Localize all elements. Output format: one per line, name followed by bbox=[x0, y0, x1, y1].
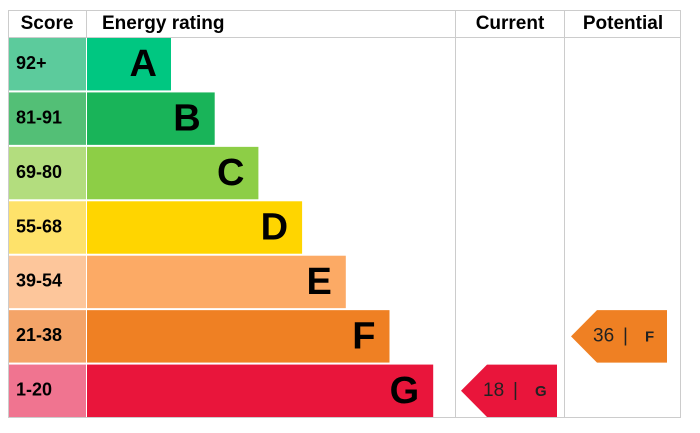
score-cell bbox=[9, 255, 86, 309]
rating-letter: D bbox=[261, 207, 288, 249]
score-label: 1-20 bbox=[16, 380, 52, 400]
current-score: 18 bbox=[483, 380, 504, 401]
rating-bar bbox=[87, 201, 303, 254]
score-label: 81-91 bbox=[16, 107, 62, 127]
rating-letter: C bbox=[217, 152, 244, 194]
rating-letter: B bbox=[173, 98, 200, 140]
score-cell bbox=[9, 146, 86, 200]
rating-bar bbox=[87, 364, 434, 417]
score-label: 92+ bbox=[16, 53, 47, 73]
score-label: 21-38 bbox=[16, 325, 62, 345]
rating-bar bbox=[87, 92, 215, 145]
rating-bar bbox=[87, 255, 346, 309]
rating-bar bbox=[87, 310, 390, 363]
rating-bar bbox=[87, 38, 171, 91]
potential-arrow bbox=[571, 310, 667, 363]
rating-letter: G bbox=[390, 370, 420, 412]
score-cell bbox=[9, 92, 86, 145]
rating-letter: F bbox=[352, 315, 375, 357]
score-cell bbox=[9, 364, 86, 417]
score-cell bbox=[9, 38, 86, 91]
header: Potential bbox=[583, 13, 663, 34]
current-arrow bbox=[461, 364, 557, 417]
header: Current bbox=[476, 13, 545, 34]
frame bbox=[8, 10, 681, 418]
potential-sep: | bbox=[623, 325, 628, 346]
rating-bar bbox=[87, 146, 259, 200]
rating-letter: A bbox=[130, 43, 157, 85]
score-label: 55-68 bbox=[16, 216, 62, 236]
rating-letter: E bbox=[306, 261, 331, 303]
header: Score bbox=[21, 13, 74, 34]
score-cell bbox=[9, 310, 86, 363]
header: Energy rating bbox=[102, 13, 224, 34]
potential-score: 36 bbox=[593, 325, 614, 346]
potential-letter: F bbox=[645, 328, 654, 345]
score-cell bbox=[9, 201, 86, 254]
current-sep: | bbox=[513, 380, 518, 401]
score-label: 69-80 bbox=[16, 162, 62, 182]
score-label: 39-54 bbox=[16, 271, 62, 291]
current-letter: G bbox=[535, 383, 547, 400]
